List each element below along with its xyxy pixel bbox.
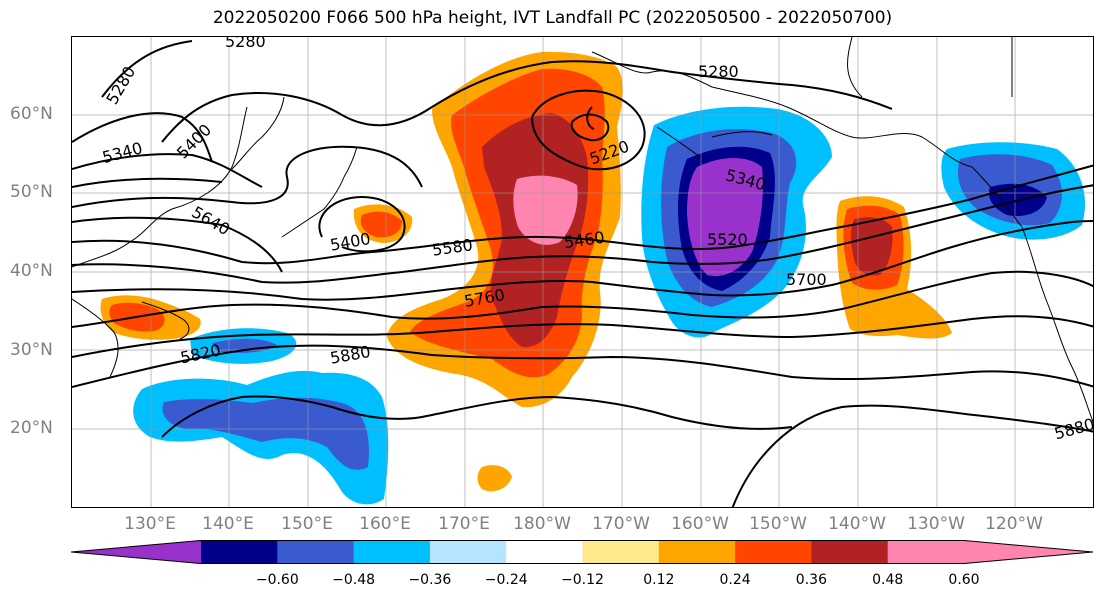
colorbar-outline [70, 540, 1094, 564]
colorbar-tick: −0.12 [561, 572, 604, 588]
colorbar-svg [70, 540, 1094, 564]
graticule [72, 37, 1093, 507]
colorbar-segment [582, 540, 660, 564]
colorbar-segment [735, 540, 812, 564]
lon-label-150e: 150°E [281, 514, 333, 534]
lat-label-60n: 60°N [10, 104, 53, 124]
colorbar-tick: −0.24 [484, 572, 528, 588]
lon-label-130e: 130°E [124, 514, 176, 534]
lat-label-50n: 50°N [10, 182, 53, 202]
positive-anomaly-140w [836, 196, 952, 339]
colorbar-segment [506, 540, 583, 564]
lon-label-160e: 160°E [359, 514, 411, 534]
lon-label-140e: 140°E [202, 514, 254, 534]
lon-label-120w: 120°W [985, 514, 1043, 534]
height-contours [72, 40, 1093, 507]
lat-label-20n: 20°N [10, 418, 53, 438]
contour-label-5280-top: 5280 [225, 37, 266, 51]
lon-label-160w: 160°W [671, 514, 729, 534]
coastlines [72, 37, 1093, 424]
negative-anomaly-north-pacific [641, 106, 832, 338]
lon-label-170e: 170°E [438, 514, 490, 534]
colorbar-tick: 0.24 [719, 572, 751, 588]
colorbar-segment [429, 540, 507, 564]
lon-label-140w: 140°W [828, 514, 886, 534]
contour-label-5520: 5520 [707, 230, 748, 249]
lon-label-130w: 130°W [907, 514, 965, 534]
negative-anomaly-northeast-pacific [941, 142, 1085, 240]
colorbar-segment [658, 540, 736, 564]
colorbar-tick: 0.48 [872, 572, 904, 588]
colorbar-extend-low [71, 540, 201, 564]
colorbar [70, 540, 1094, 568]
colorbar-segment [277, 540, 355, 564]
contour-label-5340-west: 5340 [100, 138, 144, 167]
colorbar-segment [353, 540, 431, 564]
colorbar-tick: 0.12 [643, 572, 675, 588]
map-canvas: 5280 5280 5280 5340 5400 5220 5340 5640 … [72, 37, 1094, 507]
contour-label-5700: 5700 [786, 270, 827, 289]
contour-label-5580: 5580 [431, 235, 474, 259]
colorbar-tick: −0.60 [255, 572, 299, 588]
colorbar-extend-high [964, 540, 1094, 564]
colorbar-tick: 0.60 [948, 572, 980, 588]
colorbar-tick: −0.48 [332, 572, 376, 588]
colorbar-segment [811, 540, 889, 564]
contour-label-5280-west: 5280 [102, 63, 139, 108]
map-title: 2022050200 F066 500 hPa height, IVT Land… [212, 8, 893, 28]
lon-label-180w: 180°W [513, 514, 571, 534]
map-panel: 5280 5280 5280 5340 5400 5220 5340 5640 … [71, 36, 1094, 508]
lon-label-150w: 150°W [749, 514, 807, 534]
colorbar-segment [887, 540, 965, 564]
colorbar-segment [201, 540, 278, 564]
contour-label-5880-east: 5880 [1052, 414, 1094, 443]
lat-label-40n: 40°N [10, 261, 53, 281]
lat-label-30n: 30°N [10, 340, 53, 360]
contour-label-5280-east: 5280 [698, 62, 739, 81]
colorbar-tick: 0.36 [795, 572, 827, 588]
contour-label-5640: 5640 [188, 202, 233, 239]
contour-label-5820: 5820 [179, 340, 223, 367]
colorbar-tick: −0.36 [408, 572, 452, 588]
lon-label-170w: 170°W [592, 514, 650, 534]
